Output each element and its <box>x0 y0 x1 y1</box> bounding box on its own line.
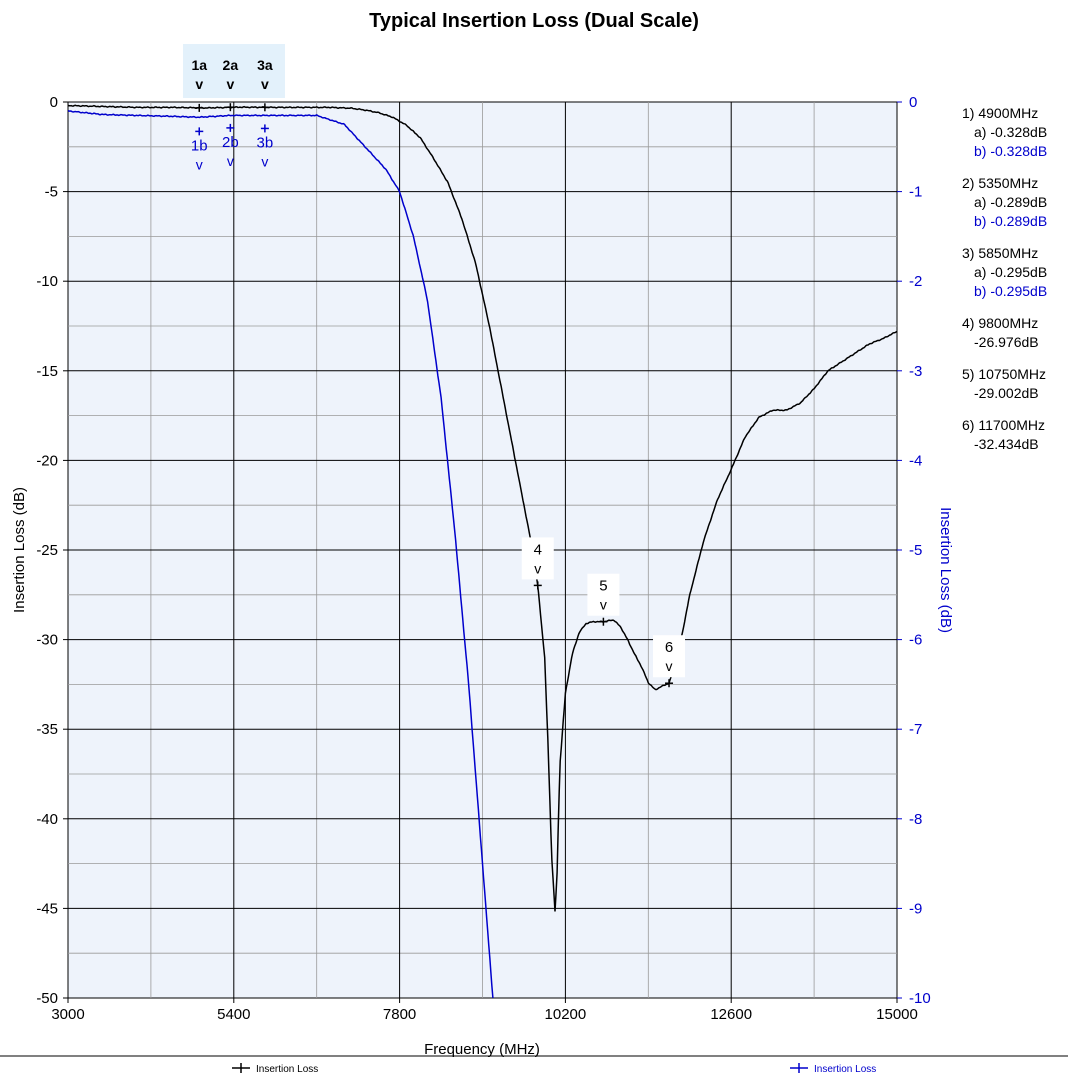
marker-label: 1a <box>191 57 207 73</box>
marker-label: 2a <box>223 57 239 73</box>
marker-arrow: v <box>666 658 673 674</box>
axis-ticks <box>63 101 902 1003</box>
y-tick-label-left: -50 <box>36 990 58 1007</box>
y-axis-label-right: Insertion Loss (dB) <box>937 507 954 633</box>
readout-header: 2) 5350MHz <box>962 175 1038 191</box>
y-tick-label-right: -6 <box>909 632 922 649</box>
y-tick-label-right: -3 <box>909 363 922 380</box>
x-tick-label: 7800 <box>383 1006 416 1023</box>
marker-label: 1b <box>191 137 208 154</box>
x-tick-label: 3000 <box>51 1006 84 1023</box>
x-tick-label: 12600 <box>710 1006 752 1023</box>
marker-label-box <box>587 573 620 616</box>
legend-label: Insertion Loss <box>256 1064 318 1074</box>
readout-header: 6) 11700MHz <box>962 417 1045 433</box>
legend-label: Insertion Loss <box>814 1064 876 1074</box>
marker-arrow: v <box>196 156 203 172</box>
readout-value-a: a) -0.328dB <box>974 124 1047 140</box>
y-tick-label-right: -2 <box>909 273 922 290</box>
x-tick-label: 15000 <box>876 1006 918 1023</box>
y-tick-label-left: 0 <box>50 94 58 111</box>
y-tick-label-right: -9 <box>909 900 922 917</box>
y-tick-label-left: -40 <box>36 811 58 828</box>
marker-label-box <box>521 537 554 580</box>
readout-value-b: b) -0.289dB <box>974 213 1047 229</box>
x-axis-label: Frequency (MHz) <box>424 1041 540 1058</box>
marker-arrow: v <box>261 76 269 92</box>
marker-label: 5 <box>599 578 607 595</box>
readout-header: 5) 10750MHz <box>962 366 1046 382</box>
y-axis-label-left: Insertion Loss (dB) <box>11 487 28 613</box>
minor-gridlines <box>68 102 897 998</box>
marker-label: 3a <box>257 57 273 73</box>
legend: Insertion Loss Insertion Loss <box>232 1063 876 1074</box>
y-tick-label-left: -5 <box>45 184 58 201</box>
marker-label: 2b <box>222 134 239 151</box>
readout-header: 4) 9800MHz <box>962 315 1038 331</box>
readout-header: 3) 5850MHz <box>962 245 1038 261</box>
marker-label: 4 <box>534 541 542 558</box>
readout-value-a: a) -0.289dB <box>974 194 1047 210</box>
series-line-a <box>67 104 898 912</box>
marker-arrow: v <box>195 76 203 92</box>
marker-arrow: v <box>261 153 268 169</box>
readout-value-a: -26.976dB <box>974 334 1039 350</box>
major-gridlines <box>68 102 897 998</box>
series-line-b <box>67 109 494 998</box>
y-tick-label-right: -4 <box>909 452 922 469</box>
y-tick-label-left: -35 <box>36 721 58 738</box>
y-tick-label-right: -7 <box>909 721 922 738</box>
tick-labels: 0 -5 -10 -15 -20 -25 -30 -35 -40 -45 -50 0 -1 -2 -3 -4 -… <box>36 94 930 1023</box>
readout-value-a: a) -0.295dB <box>974 264 1047 280</box>
readout-value-a: -29.002dB <box>974 385 1039 401</box>
y-tick-label-right: -5 <box>909 542 922 559</box>
marker-readout-table: 1) 4900MHz a) -0.328dB b) -0.328dB 2) 5350M… <box>962 105 1047 452</box>
y-tick-label-left: -30 <box>36 632 58 649</box>
series-layer <box>67 104 898 998</box>
y-tick-label-left: -25 <box>36 542 58 559</box>
marker-label: 6 <box>665 639 673 656</box>
marker-label: 3b <box>257 134 274 151</box>
marker-arrow: v <box>226 76 234 92</box>
marker-label-box <box>653 635 686 678</box>
y-tick-label-left: -15 <box>36 363 58 380</box>
readout-value-a: -32.434dB <box>974 436 1039 452</box>
y-tick-label-right: -1 <box>909 184 922 201</box>
readout-value-b: b) -0.295dB <box>974 283 1047 299</box>
marker-label-box-top <box>183 44 285 98</box>
y-tick-label-right: 0 <box>909 94 917 111</box>
y-tick-label-right: -10 <box>909 990 931 1007</box>
y-tick-label-left: -10 <box>36 273 58 290</box>
x-tick-label: 10200 <box>545 1006 587 1023</box>
marker-layer: 1a v 2a v 3a v 1b v 2b v 3b v 4 v 5 v 6 v <box>191 57 686 688</box>
marker-arrow: v <box>600 597 607 613</box>
y-tick-label-right: -8 <box>909 811 922 828</box>
readout-value-b: b) -0.328dB <box>974 143 1047 159</box>
marker-arrow: v <box>534 560 541 576</box>
x-tick-label: 5400 <box>217 1006 250 1023</box>
chart-title: Typical Insertion Loss (Dual Scale) <box>369 10 699 32</box>
readout-header: 1) 4900MHz <box>962 105 1038 121</box>
y-tick-label-left: -20 <box>36 452 58 469</box>
marker-arrow: v <box>227 153 234 169</box>
y-tick-label-left: -45 <box>36 900 58 917</box>
